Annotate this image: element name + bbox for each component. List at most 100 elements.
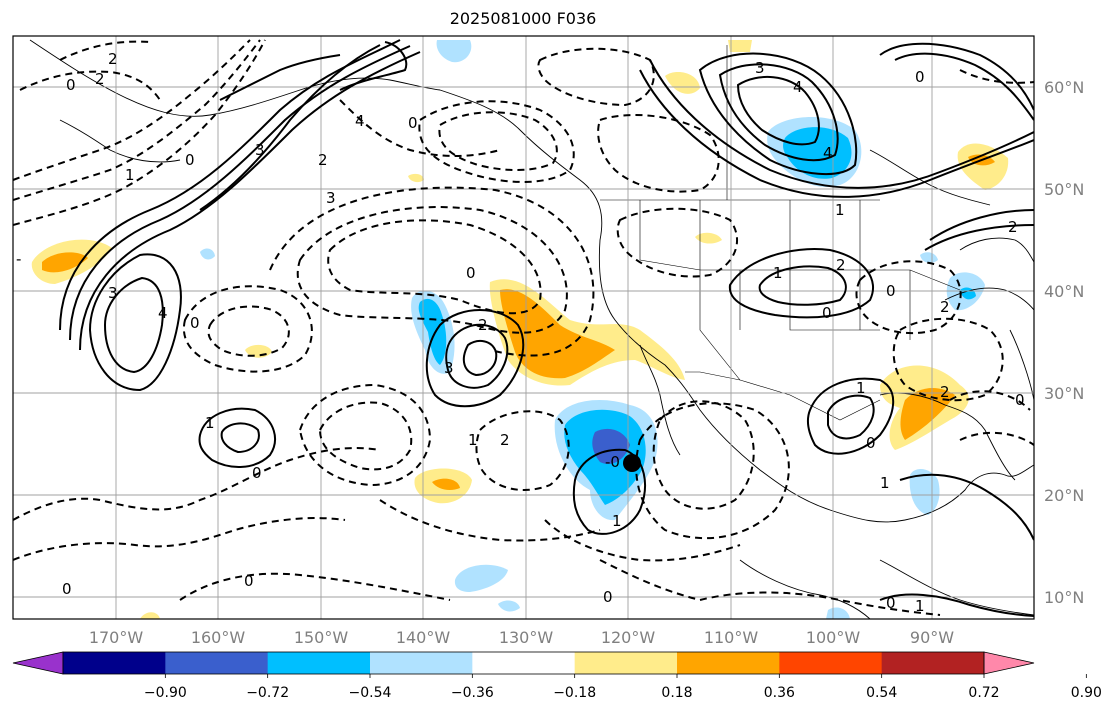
positive-anomaly-region — [665, 72, 700, 94]
contour-dashed — [13, 39, 261, 201]
positive-anomaly-region — [408, 173, 424, 183]
positive-anomaly-region — [695, 232, 722, 244]
contour-label: 0 — [915, 68, 925, 86]
contour-solid — [79, 51, 421, 351]
coastline — [879, 392, 1016, 481]
contour-label: 1 — [612, 512, 622, 530]
colorbar-segment — [779, 652, 883, 674]
contour-solid — [899, 473, 1034, 541]
colorbar-segment — [881, 652, 985, 674]
contour-solid — [572, 448, 646, 535]
negative-anomaly-region — [826, 607, 850, 619]
contour-dashed — [13, 39, 266, 226]
colorbar-segment — [63, 652, 166, 674]
lon-label: 110°W — [704, 628, 759, 647]
contour-dashed — [438, 111, 558, 172]
contour-label: 3 — [444, 359, 454, 377]
contour-dashed — [959, 431, 1034, 446]
colorbar-tick-label: −0.54 — [349, 685, 392, 701]
contour-label: 1 — [856, 379, 866, 397]
colorbar-tick-label: −0.36 — [451, 685, 494, 701]
graticule — [13, 36, 1034, 619]
contour-dashed — [298, 383, 432, 487]
colorbar-segment — [370, 652, 473, 674]
contour-label: 0 — [1015, 391, 1025, 409]
colorbar-tick-label: 0.18 — [661, 685, 692, 701]
colorbar-tick-label: 0.72 — [968, 685, 999, 701]
negative-anomaly-core — [783, 127, 852, 179]
lon-label: 170°W — [89, 628, 144, 647]
lon-label: 130°W — [499, 628, 554, 647]
contour-solid — [339, 41, 408, 91]
contour-label: 0 — [466, 264, 476, 282]
lon-label: 90°W — [910, 628, 954, 647]
contour-solid — [639, 69, 1034, 198]
contour-solid — [198, 407, 276, 468]
contour-label: 1 — [773, 264, 783, 282]
contour-label: 4 — [158, 304, 168, 322]
contour-solid — [879, 42, 1034, 111]
coastline — [59, 119, 181, 163]
contour-dashed — [949, 390, 1031, 411]
contour-label: 0 — [185, 151, 195, 169]
coastline — [944, 287, 1034, 311]
contour-dashed — [296, 206, 568, 334]
contour-dashed — [652, 400, 755, 510]
contour-label: 2 — [95, 70, 105, 88]
contour-label: 1 — [880, 474, 890, 492]
contour-label: 1 — [835, 201, 845, 219]
coastline — [869, 149, 991, 206]
colorbar-outline — [62, 651, 985, 675]
contour-dashed — [635, 402, 790, 540]
lon-label: 120°W — [601, 628, 656, 647]
contour-label: 2 — [1008, 218, 1018, 236]
contour-dashed — [699, 591, 941, 616]
contour-label: 0 — [603, 588, 613, 606]
latitude-labels: 60°N 50°N 40°N 30°N 20°N 10°N — [1044, 78, 1084, 607]
contour-label: 3 — [108, 284, 118, 302]
contour-label: 3 — [255, 141, 265, 159]
contour-label: 2 — [478, 316, 488, 334]
contour-label: 0 — [252, 464, 262, 482]
contour-label: 1 — [125, 166, 135, 184]
contour-solid — [718, 63, 839, 162]
coastline — [1009, 329, 1034, 401]
contour-solid — [728, 248, 875, 319]
contour-dashed — [855, 260, 962, 335]
contour-label: 3 — [755, 59, 765, 77]
state-boundary — [909, 269, 961, 291]
contour-label: 4 — [823, 144, 833, 162]
state-boundary — [789, 200, 861, 330]
contour-label: 0 — [408, 114, 418, 132]
positive-anomaly-region — [140, 612, 160, 619]
colorbar-segment — [472, 652, 576, 674]
contour-dashed — [19, 70, 161, 101]
coastline-layer — [29, 39, 1034, 619]
negative-anomaly-region — [200, 248, 215, 260]
contour-dashed — [537, 47, 655, 107]
contour-label: 2 — [108, 50, 118, 68]
contour-dashed — [179, 572, 451, 601]
contour-label: 0 — [190, 314, 200, 332]
colorbar-extend-low — [12, 651, 64, 675]
contour-solid — [758, 265, 847, 306]
colorbar-tick-label: −0.18 — [553, 685, 596, 701]
contour-label: 0 — [822, 304, 832, 322]
colorbar-segment — [165, 652, 269, 674]
contour-solid — [88, 253, 182, 392]
map-title: 2025081000 F036 — [449, 9, 597, 28]
contour-solid — [425, 309, 525, 408]
contour-solid — [894, 52, 1034, 121]
coastline — [639, 344, 681, 456]
location-marker — [623, 454, 641, 472]
contour-label: 0 — [886, 282, 896, 300]
colorbar-tick-label: 0.54 — [866, 685, 897, 701]
contour-label: 0 — [62, 580, 72, 598]
colorbar-tick-label: 0.90 — [1071, 685, 1102, 701]
contour-solid — [69, 45, 411, 341]
positive-anomaly-region — [728, 40, 752, 52]
contour-label: 0 — [244, 572, 254, 590]
contour-dashed — [475, 410, 570, 491]
contour-label: -0 — [605, 453, 620, 471]
contour-dashed — [379, 499, 601, 542]
